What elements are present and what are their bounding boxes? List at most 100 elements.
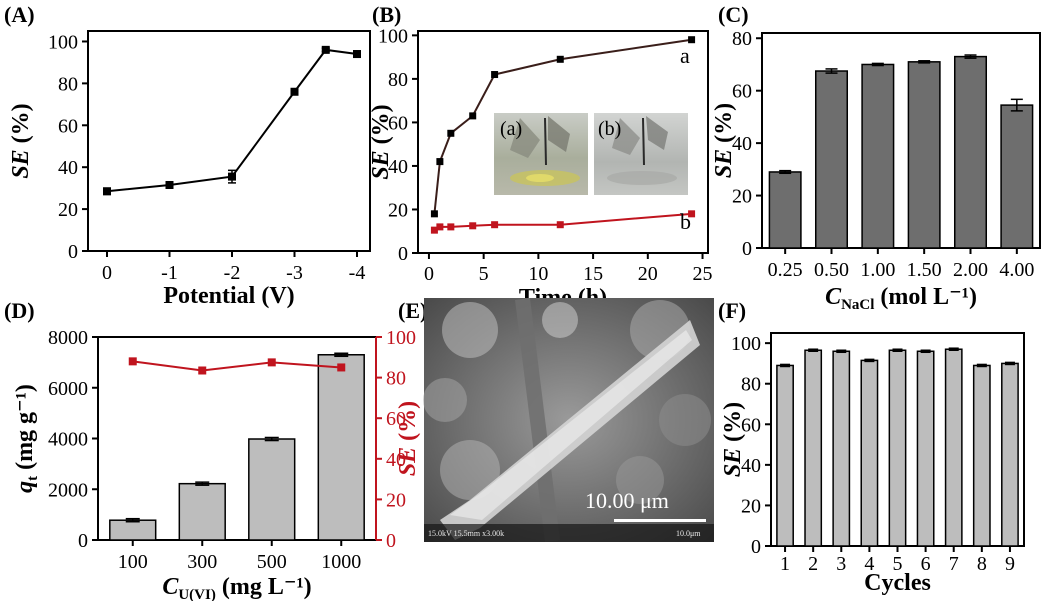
panel-c-xtick-label: 0.25 bbox=[768, 259, 803, 281]
panel-b-ytick-label: 100 bbox=[378, 25, 408, 47]
panel-c-xlabel: CNaCl (mol L⁻¹) bbox=[825, 284, 977, 313]
panel-a-ylabel: SE (%) bbox=[8, 103, 34, 178]
panel-d-bar bbox=[178, 482, 226, 541]
panel-d-bar bbox=[317, 354, 365, 541]
panel-d-se-point bbox=[198, 366, 207, 375]
sem-footer-scale: 10.0μm bbox=[676, 529, 701, 538]
panel-c-bar bbox=[1000, 104, 1034, 249]
panel-b-series-b-point bbox=[430, 226, 438, 234]
panel-c-ytick-label: 80 bbox=[732, 28, 752, 50]
panel-d-ytick-label: 8000 bbox=[48, 327, 88, 349]
panel-f-xtick-label: 4 bbox=[864, 553, 874, 575]
panel-a-xtick-label: -4 bbox=[349, 262, 366, 284]
panel-b-ytick-label: 60 bbox=[388, 112, 408, 134]
panel-f-ylabel: SE (%) bbox=[720, 402, 746, 477]
sem-scale-bar bbox=[614, 519, 706, 522]
panel-c-xtick-label: 0.50 bbox=[814, 259, 849, 281]
panel-d-ytick-label: 6000 bbox=[48, 378, 88, 400]
panel-f-xtick-label: 6 bbox=[921, 553, 931, 575]
panel-label-c: (C) bbox=[718, 2, 749, 27]
panel-label-b: (B) bbox=[372, 2, 401, 27]
panel-b-ytick-label: 0 bbox=[398, 243, 408, 265]
panel-b-ytick-label: 80 bbox=[388, 69, 408, 91]
panel-d-xtick-label: 300 bbox=[187, 551, 217, 573]
panel-a-chart: 0 20 40 60 80 100 0 -1 -2 -3 -4 Potential (V) SE (%) bbox=[8, 30, 371, 309]
panel-d-xtick-label: 500 bbox=[257, 551, 287, 573]
panel-c-xtick-label: 1.00 bbox=[860, 259, 895, 281]
panel-c-xtick-label: 4.00 bbox=[999, 259, 1034, 281]
panel-c-bar bbox=[814, 70, 849, 249]
panel-d-ytick-label: 4000 bbox=[48, 429, 88, 451]
panel-d-y2-ytick-label: 100 bbox=[386, 327, 416, 349]
panel-b-series-a-point bbox=[430, 210, 438, 218]
panel-f-bar bbox=[860, 359, 879, 547]
panel-b-chart: 0204060801000510152025Time (h)SE (%) bbox=[368, 25, 713, 311]
curve-label-a: a bbox=[680, 43, 690, 68]
panel-f-bar bbox=[916, 350, 935, 547]
panel-f-ytick-label: 40 bbox=[741, 455, 761, 477]
panel-d-xlabel: CU(VI) (mg L⁻¹) bbox=[162, 574, 311, 601]
panel-f-bar bbox=[944, 348, 963, 547]
panel-a-xtick-label: -3 bbox=[286, 262, 303, 284]
panel-d-chart: 0 2000 4000 6000 8000 0 20 40 60 80 100 100 300 500 10… bbox=[12, 327, 421, 601]
panel-d-bar bbox=[109, 519, 157, 541]
panel-c-xtick-label: 1.50 bbox=[907, 259, 942, 281]
panel-b-ylabel: SE (%) bbox=[368, 104, 394, 179]
panel-f-bar bbox=[832, 350, 851, 547]
panel-c-bar bbox=[768, 171, 802, 249]
panel-f-ytick-label: 60 bbox=[741, 414, 761, 436]
panel-f-xtick-label: 7 bbox=[949, 553, 959, 575]
panel-f-xtick-label: 5 bbox=[893, 553, 903, 575]
panel-b-series-a-point bbox=[556, 55, 564, 63]
panel-c-ylabel: SE (%) bbox=[711, 103, 737, 178]
panel-a-ytick-label: 100 bbox=[48, 31, 78, 53]
sem-footer-info: 15.0kV 15.5mm x3.00k bbox=[428, 529, 504, 538]
panel-a-frame bbox=[87, 30, 371, 252]
panel-f-bar bbox=[776, 364, 794, 547]
panel-a-line bbox=[106, 48, 358, 193]
panel-b-series-a-point bbox=[436, 158, 444, 166]
panel-d-se-point bbox=[128, 357, 137, 366]
panel-d-bar bbox=[248, 438, 296, 541]
panel-d-ytick-label: 0 bbox=[78, 530, 88, 552]
panel-f-bar bbox=[888, 349, 907, 547]
panel-b-series-b-point bbox=[469, 222, 477, 230]
panel-b-series-b-point bbox=[688, 210, 696, 218]
panel-c-xtick-label: 2.00 bbox=[953, 259, 988, 281]
panel-d-y2label: SE (%) bbox=[395, 401, 421, 476]
panel-f-xtick-label: 2 bbox=[808, 553, 818, 575]
panel-a-point bbox=[103, 187, 111, 196]
panel-a-point bbox=[290, 87, 299, 96]
panel-c-bar bbox=[907, 61, 941, 249]
panel-b-series-b-point bbox=[556, 221, 564, 229]
panel-b-frame bbox=[417, 30, 709, 254]
panel-b-series-a-point bbox=[469, 112, 477, 120]
panel-a-point bbox=[353, 50, 361, 59]
panel-c-frame bbox=[761, 32, 1041, 249]
panel-b-xtick-label: 15 bbox=[583, 263, 603, 285]
panel-c-ytick-label: 20 bbox=[732, 186, 752, 208]
panel-b-xtick-label: 10 bbox=[528, 263, 548, 285]
panel-d-ylabel: qt (mg g⁻¹) bbox=[12, 384, 41, 493]
panel-b-ytick-label: 40 bbox=[388, 156, 408, 178]
panel-b-xtick-label: 20 bbox=[638, 263, 658, 285]
inset-photo-a: (a) bbox=[494, 113, 588, 195]
panel-f-xtick-label: 1 bbox=[780, 553, 790, 575]
panel-a-xtick-label: 0 bbox=[102, 262, 112, 284]
sem-scale-label: 10.00 μm bbox=[585, 488, 669, 513]
panel-f-ytick-label: 20 bbox=[741, 495, 761, 517]
panel-f-xlabel: Cycles bbox=[864, 570, 931, 596]
panel-b-series-a-point bbox=[447, 129, 455, 137]
panel-b-series-b-point bbox=[447, 223, 455, 231]
panel-a-ytick-label: 20 bbox=[58, 199, 78, 221]
panel-a-point bbox=[321, 45, 330, 54]
panel-a-ytick-label: 80 bbox=[58, 73, 78, 95]
panel-label-d: (D) bbox=[4, 298, 35, 323]
panel-f-bar bbox=[1001, 362, 1019, 547]
panel-b-xtick-label: 0 bbox=[424, 263, 434, 285]
panel-b-series-a-point bbox=[491, 71, 499, 79]
sem-image: 10.00 μm 15.0kV 15.5mm x3.00k 10.0μm bbox=[423, 298, 714, 542]
panel-d-y2-ytick-label: 80 bbox=[386, 368, 406, 390]
panel-b-series-a-point bbox=[688, 36, 696, 44]
